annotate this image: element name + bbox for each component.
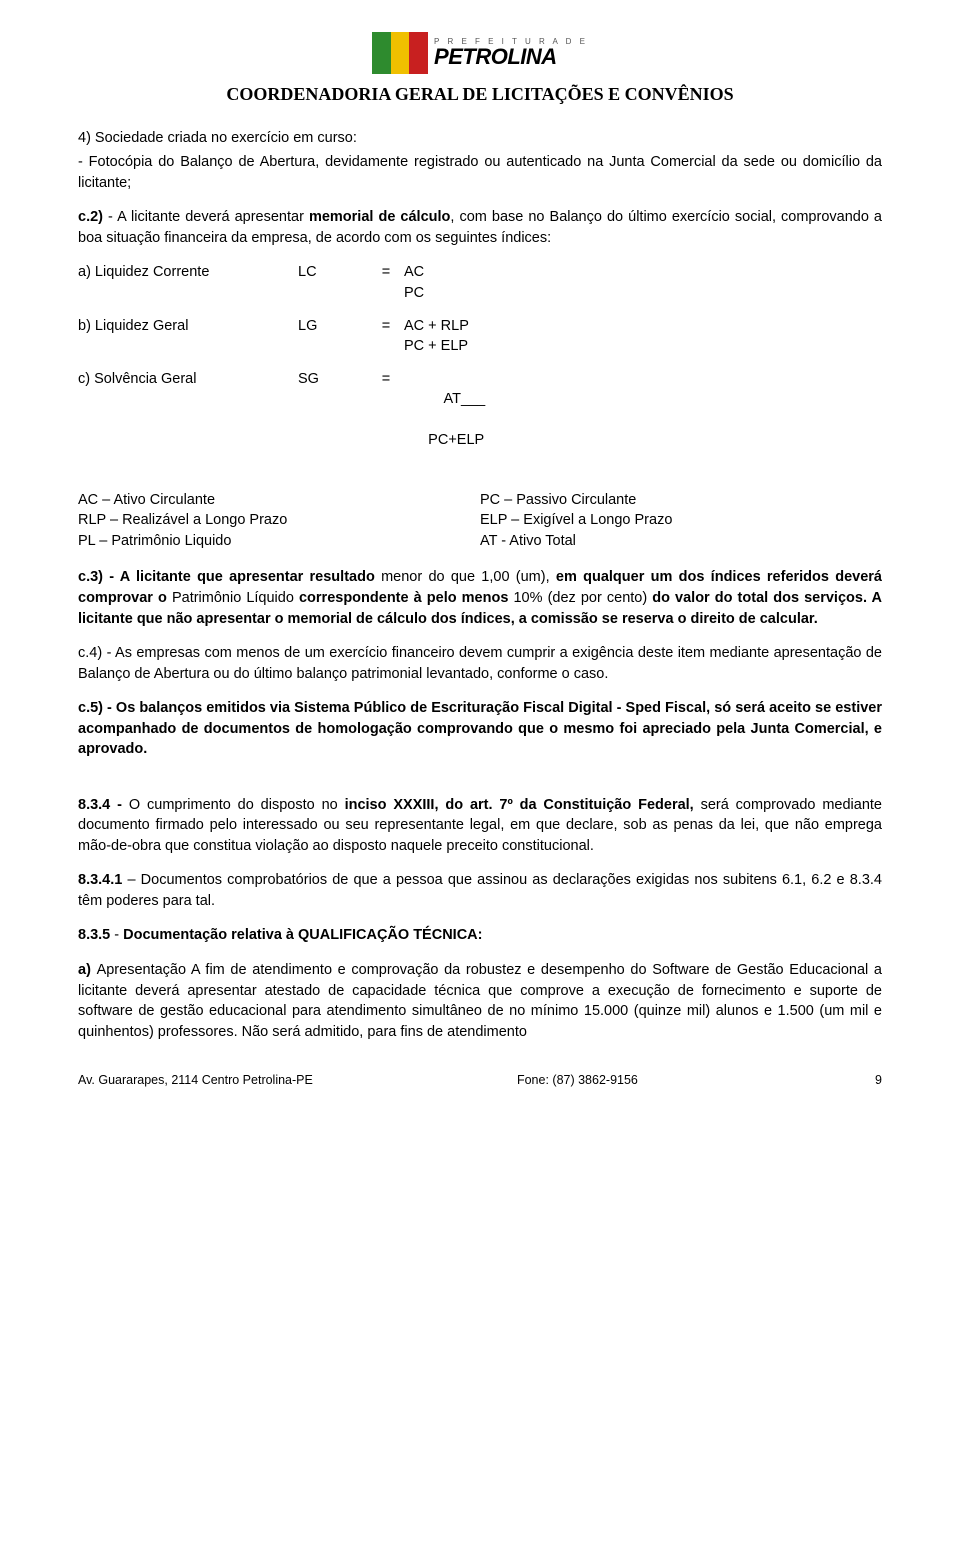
legend-at: AT - Ativo Total (480, 531, 882, 552)
formula-a-val2: PC (404, 285, 424, 301)
formula-a-val1: AC (404, 264, 424, 280)
para-8341: 8.3.4.1 – Documentos comprobatórios de q… (78, 870, 882, 911)
formula-c: c) Solvência Geral SG = AT___ PC+ELP (78, 369, 882, 472)
formula-c-val2: PC+ELP (428, 432, 484, 448)
footer-phone: Fone: (87) 3862-9156 (517, 1072, 638, 1090)
flag-icon (372, 32, 428, 74)
formula-block: a) Liquidez Corrente LC = AC PC b) Liqui… (78, 262, 882, 471)
835-b: - (114, 927, 123, 943)
formula-a: a) Liquidez Corrente LC = AC PC (78, 262, 882, 303)
8341-a: 8.3.4.1 (78, 872, 127, 888)
para-4-body: - Fotocópia do Balanço de Abertura, devi… (78, 152, 882, 193)
formula-b-var: LG (298, 316, 368, 357)
wordmark: P R E F E I T U R A D E PETROLINA (434, 38, 588, 68)
footer-address: Av. Guararapes, 2114 Centro Petrolina-PE (78, 1072, 313, 1090)
formula-b-val2: PC + ELP (404, 338, 468, 354)
formula-c-eq: = (368, 369, 404, 472)
legend-rlp: RLP – Realizável a Longo Prazo (78, 510, 480, 531)
department-title: COORDENADORIA GERAL DE LICITAÇÕES E CONV… (78, 82, 882, 108)
835-a: 8.3.5 (78, 927, 114, 943)
formula-c-var: SG (298, 369, 368, 472)
legend-pc: PC – Passivo Circulante (480, 490, 882, 511)
c3-e: correspondente à pelo menos (299, 590, 513, 606)
para-c3: c.3) - A licitante que apresentar result… (78, 567, 882, 629)
formula-a-label: a) Liquidez Corrente (78, 262, 298, 303)
formula-b-val1: AC + RLP (404, 318, 469, 334)
834-a: 8.3.4 - (78, 797, 129, 813)
legend-elp: ELP – Exigível a Longo Prazo (480, 510, 882, 531)
formula-c-label: c) Solvência Geral (78, 369, 298, 472)
para-c5: c.5) - Os balanços emitidos via Sistema … (78, 698, 882, 760)
footer: Av. Guararapes, 2114 Centro Petrolina-PE… (78, 1072, 882, 1090)
834-c: inciso XXXIII, do art. 7º da Constituiçã… (345, 797, 701, 813)
legend-pl: PL – Patrimônio Liquido (78, 531, 480, 552)
c3-b: menor do que 1,00 (um), (381, 569, 556, 585)
para-834: 8.3.4 - O cumprimento do disposto no inc… (78, 795, 882, 857)
formula-c-val1: AT___ (428, 391, 485, 407)
formula-b-eq: = (368, 316, 404, 357)
c3-d: Patrimônio Líquido (172, 590, 299, 606)
834-b: O cumprimento do disposto no (129, 797, 345, 813)
formula-b-val: AC + RLP PC + ELP (404, 316, 469, 357)
para-c4: c.4) - As empresas com menos de um exerc… (78, 643, 882, 684)
para-a: a) Apresentação A fim de atendimento e c… (78, 960, 882, 1042)
footer-page: 9 (842, 1072, 882, 1090)
8341-b: – Documentos comprobatórios de que a pes… (78, 872, 882, 909)
a-b: Apresentação A fim de atendimento e comp… (78, 962, 882, 1040)
legend-block: AC – Ativo Circulante PC – Passivo Circu… (78, 490, 882, 552)
formula-c-val: AT___ PC+ELP (404, 369, 485, 472)
header-logo: P R E F E I T U R A D E PETROLINA (78, 32, 882, 74)
wordmark-main: PETROLINA (434, 46, 588, 68)
c3-a: c.3) - A licitante que apresentar result… (78, 569, 381, 585)
formula-a-val: AC PC (404, 262, 424, 303)
para-835: 8.3.5 - Documentação relativa à QUALIFIC… (78, 925, 882, 946)
formula-b: b) Liquidez Geral LG = AC + RLP PC + ELP (78, 316, 882, 357)
a-a: a) (78, 962, 97, 978)
para-4-intro: 4) Sociedade criada no exercício em curs… (78, 128, 882, 149)
835-c: Documentação relativa à QUALIFICAÇÃO TÉC… (123, 927, 482, 943)
formula-a-eq: = (368, 262, 404, 303)
c3-f: 10% (dez por cento) (513, 590, 652, 606)
formula-b-label: b) Liquidez Geral (78, 316, 298, 357)
para-c2: c.2) - A licitante deverá apresentar mem… (78, 207, 882, 248)
formula-a-var: LC (298, 262, 368, 303)
legend-ac: AC – Ativo Circulante (78, 490, 480, 511)
